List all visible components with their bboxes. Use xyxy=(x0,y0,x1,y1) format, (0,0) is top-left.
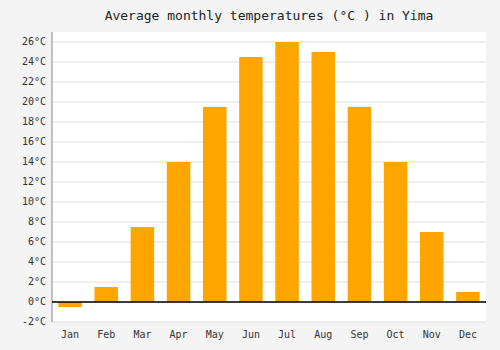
bars xyxy=(58,42,479,307)
y-tick-label: 6°C xyxy=(28,236,46,247)
bar xyxy=(348,107,372,302)
plot-area xyxy=(52,32,486,322)
page: {"chart_data": {"type": "bar", "title": … xyxy=(0,0,500,350)
grid-line xyxy=(52,222,486,223)
x-tick-label: Dec xyxy=(459,329,477,340)
y-tick-label: 14°C xyxy=(22,156,46,167)
y-tick-label: -2°C xyxy=(22,316,46,327)
grid-line xyxy=(52,202,486,203)
bar xyxy=(94,287,118,302)
x-tick-label: Mar xyxy=(133,329,151,340)
grid-line xyxy=(52,142,486,143)
y-tick-label: 8°C xyxy=(28,216,46,227)
y-tick-label: 20°C xyxy=(22,96,46,107)
bar xyxy=(167,162,191,302)
y-tick-label: 26°C xyxy=(22,36,46,47)
y-tick-label: 12°C xyxy=(22,176,46,187)
chart-container: -2°C 0°C 2°C 4°C 6°C 8°C 10°C 12°C 14°C 16°C 18°C 2… xyxy=(0,0,500,350)
grid-line xyxy=(52,82,486,83)
x-axis: Jan Feb Mar Apr May Jun Jul Aug Sep Oct Nov Dec xyxy=(61,329,477,340)
x-tick-label: Apr xyxy=(170,329,188,340)
y-axis-line xyxy=(52,32,53,322)
x-tick-label: Jul xyxy=(278,329,296,340)
grid-line xyxy=(52,102,486,103)
grid xyxy=(52,42,486,322)
bar xyxy=(311,52,335,302)
zero-line xyxy=(52,301,486,303)
x-tick-label: Feb xyxy=(97,329,115,340)
bar xyxy=(384,162,408,302)
x-tick-label: Nov xyxy=(423,329,441,340)
bar xyxy=(131,227,155,302)
x-tick-label: Jun xyxy=(242,329,260,340)
bar xyxy=(203,107,227,302)
x-tick-label: Aug xyxy=(314,329,332,340)
x-tick-label: Oct xyxy=(387,329,405,340)
bar xyxy=(456,292,480,302)
bar xyxy=(275,42,299,302)
x-tick-label: Jan xyxy=(61,329,79,340)
y-tick-label: 24°C xyxy=(22,56,46,67)
title: Average monthly temperatures (°C ) in Yi… xyxy=(105,8,434,23)
grid-line xyxy=(52,42,486,43)
x-tick-label: Sep xyxy=(350,329,368,340)
y-tick-label: 18°C xyxy=(22,116,46,127)
background xyxy=(0,0,500,350)
y-tick-label: 10°C xyxy=(22,196,46,207)
y-tick-label: 4°C xyxy=(28,256,46,267)
y-tick-label: 2°C xyxy=(28,276,46,287)
grid-line xyxy=(52,182,486,183)
y-axis: -2°C 0°C 2°C 4°C 6°C 8°C 10°C 12°C 14°C 16°C 18°C 2… xyxy=(22,32,52,327)
grid-line xyxy=(52,302,486,303)
chart-svg: -2°C 0°C 2°C 4°C 6°C 8°C 10°C 12°C 14°C 16°C 18°C 2… xyxy=(0,0,500,350)
grid-line xyxy=(52,162,486,163)
grid-line xyxy=(52,322,486,323)
y-tick-label: 22°C xyxy=(22,76,46,87)
bar xyxy=(239,57,263,302)
y-tick-label: 16°C xyxy=(22,136,46,147)
grid-line xyxy=(52,62,486,63)
x-tick-label: May xyxy=(206,329,224,340)
y-tick-label: 0°C xyxy=(28,296,46,307)
bar xyxy=(420,232,444,302)
grid-line xyxy=(52,122,486,123)
